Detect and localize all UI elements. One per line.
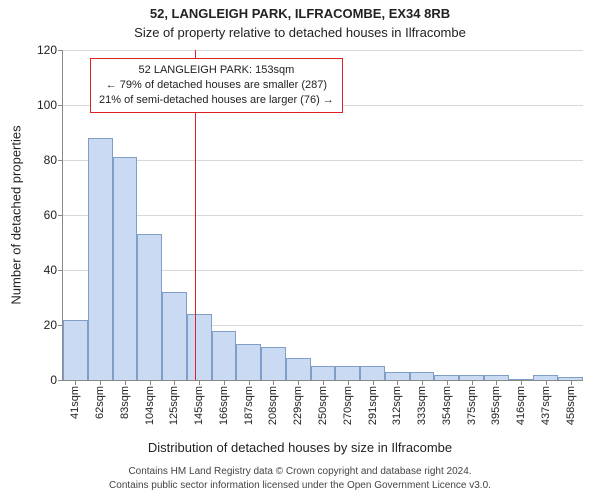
x-tick-mark <box>273 380 274 385</box>
x-tick-mark <box>75 380 76 385</box>
x-tick-label: 41sqm <box>69 386 81 419</box>
gridline <box>63 50 583 51</box>
histogram-bar <box>410 372 435 380</box>
x-tick-mark <box>348 380 349 385</box>
annotation-box: 52 LANGLEIGH PARK: 153sqm← 79% of detach… <box>90 58 343 113</box>
x-tick-label: 83sqm <box>119 386 131 419</box>
x-tick-label: 125sqm <box>168 386 180 425</box>
chart-title-address: 52, LANGLEIGH PARK, ILFRACOMBE, EX34 8RB <box>0 6 600 21</box>
y-tick-mark <box>58 50 63 51</box>
x-tick-mark <box>447 380 448 385</box>
chart-container: 52, LANGLEIGH PARK, ILFRACOMBE, EX34 8RB… <box>0 0 600 500</box>
y-tick-mark <box>58 380 63 381</box>
x-tick-label: 104sqm <box>144 386 156 425</box>
y-tick-label: 120 <box>37 43 57 57</box>
chart-footer: Contains HM Land Registry data © Crown c… <box>0 465 600 492</box>
histogram-bar <box>311 366 336 380</box>
x-tick-label: 250sqm <box>317 386 329 425</box>
x-tick-label: 354sqm <box>441 386 453 425</box>
x-tick-label: 395sqm <box>490 386 502 425</box>
x-tick-label: 62sqm <box>94 386 106 419</box>
x-tick-mark <box>125 380 126 385</box>
y-axis-label: Number of detached properties <box>9 125 24 304</box>
x-tick-label: 437sqm <box>540 386 552 425</box>
x-tick-mark <box>373 380 374 385</box>
x-tick-mark <box>496 380 497 385</box>
x-tick-label: 208sqm <box>267 386 279 425</box>
x-tick-label: 166sqm <box>218 386 230 425</box>
histogram-bar <box>335 366 360 380</box>
y-tick-label: 100 <box>37 98 57 112</box>
x-tick-label: 312sqm <box>391 386 403 425</box>
x-tick-mark <box>397 380 398 385</box>
x-tick-mark <box>298 380 299 385</box>
x-axis-label: Distribution of detached houses by size … <box>0 440 600 455</box>
gridline <box>63 215 583 216</box>
annotation-line: 21% of semi-detached houses are larger (… <box>99 93 334 108</box>
x-tick-label: 229sqm <box>292 386 304 425</box>
y-tick-label: 60 <box>44 208 57 222</box>
x-tick-mark <box>100 380 101 385</box>
histogram-bar <box>236 344 261 380</box>
annotation-line: 52 LANGLEIGH PARK: 153sqm <box>99 63 334 78</box>
y-tick-mark <box>58 270 63 271</box>
histogram-bar <box>212 331 237 381</box>
histogram-bar <box>88 138 113 380</box>
x-tick-mark <box>224 380 225 385</box>
y-tick-mark <box>58 105 63 106</box>
chart-subtitle: Size of property relative to detached ho… <box>0 25 600 40</box>
y-tick-label: 80 <box>44 153 57 167</box>
x-tick-mark <box>472 380 473 385</box>
x-tick-label: 145sqm <box>193 386 205 425</box>
histogram-bar <box>113 157 138 380</box>
x-tick-mark <box>174 380 175 385</box>
histogram-bar <box>385 372 410 380</box>
x-tick-mark <box>150 380 151 385</box>
y-tick-mark <box>58 160 63 161</box>
histogram-bar <box>137 234 162 380</box>
x-tick-mark <box>521 380 522 385</box>
x-tick-mark <box>422 380 423 385</box>
y-tick-label: 0 <box>50 373 57 387</box>
histogram-bar <box>187 314 212 380</box>
x-tick-label: 291sqm <box>367 386 379 425</box>
x-tick-mark <box>249 380 250 385</box>
x-tick-label: 270sqm <box>342 386 354 425</box>
annotation-line: ← 79% of detached houses are smaller (28… <box>99 78 334 93</box>
y-tick-mark <box>58 215 63 216</box>
histogram-bar <box>286 358 311 380</box>
x-tick-label: 375sqm <box>466 386 478 425</box>
histogram-bar <box>261 347 286 380</box>
x-tick-mark <box>546 380 547 385</box>
y-tick-label: 20 <box>44 318 57 332</box>
histogram-bar <box>162 292 187 380</box>
x-tick-label: 416sqm <box>515 386 527 425</box>
histogram-bar <box>360 366 385 380</box>
x-tick-label: 458sqm <box>565 386 577 425</box>
x-tick-mark <box>323 380 324 385</box>
x-tick-label: 333sqm <box>416 386 428 425</box>
histogram-bar <box>63 320 88 381</box>
footer-line-1: Contains HM Land Registry data © Crown c… <box>128 466 471 477</box>
footer-line-2: Contains public sector information licen… <box>109 480 491 491</box>
x-tick-mark <box>199 380 200 385</box>
x-tick-mark <box>571 380 572 385</box>
y-tick-label: 40 <box>44 263 57 277</box>
x-tick-label: 187sqm <box>243 386 255 425</box>
gridline <box>63 160 583 161</box>
